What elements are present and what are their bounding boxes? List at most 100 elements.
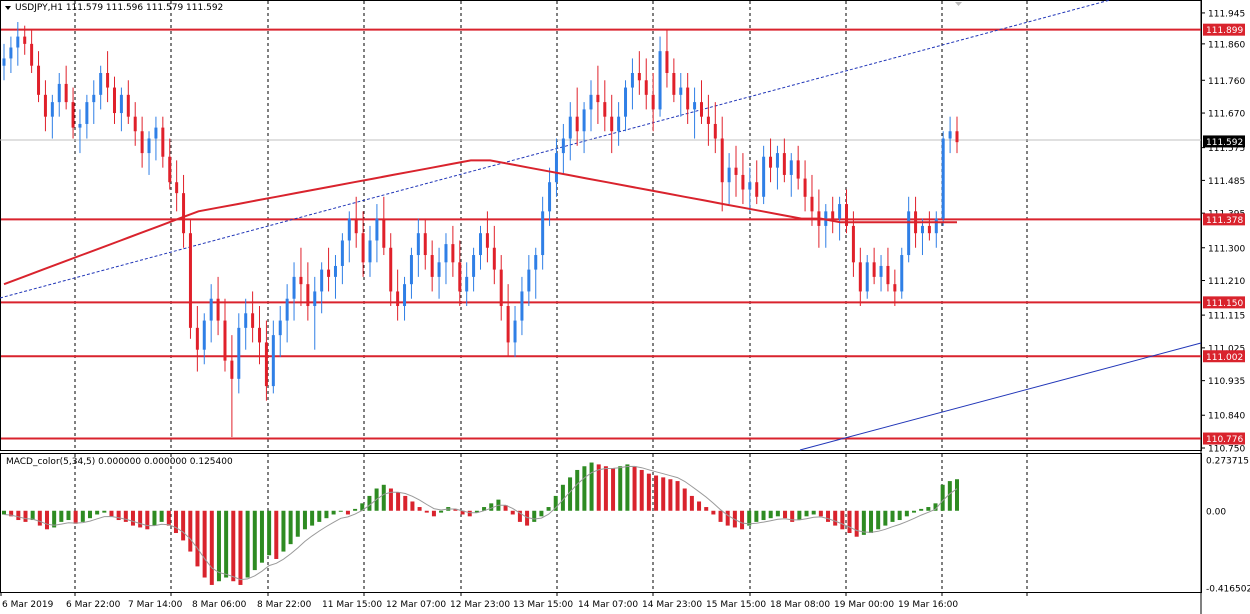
price-tick-label: 111.115 [1208,312,1245,322]
macd-bar [947,481,952,511]
macd-bar [912,510,917,513]
macd-bar [661,477,666,511]
price-tick-label: 111.860 [1208,40,1245,50]
macd-bar [403,495,408,511]
macd-bar [367,495,372,511]
macd-bar [783,510,788,519]
chevron-down-icon[interactable] [5,6,11,10]
macd-bar [44,510,49,530]
macd-bar [259,510,264,563]
candle-body [920,225,924,234]
macd-bar [231,510,236,582]
candle-body [534,255,538,270]
macd-bar [589,462,594,511]
macd-bar [173,510,178,534]
macd-bar [790,510,795,522]
candle-body [430,255,434,277]
candle-body [119,94,123,114]
macd-bar [890,510,895,522]
macd-signal-line [3,465,958,581]
candle-body [748,182,752,190]
macd-bar [252,510,257,571]
candle-body [43,94,47,117]
macd-bar [102,510,107,513]
candle-body [299,276,303,285]
macd-bar [482,507,487,511]
macd-bar [417,507,422,511]
candle-body [78,123,82,128]
candle-body [444,244,448,263]
candle-body [672,72,676,95]
candle-body [479,233,482,256]
price-tick-label: 111.575 [1208,144,1245,154]
candle-body [658,51,662,110]
macd-axis-ticks: 0.273715 0.00 -0.416502 [1206,457,1250,595]
macd-bar [625,464,630,511]
candle-body [202,320,206,350]
macd-bar [188,510,193,552]
macd-bar [23,510,28,522]
level-labels: 111.899 111.378 111.150 111.002 110.776 111.5… [1203,23,1245,445]
time-tick-label: 19 Mar 00:00 [834,600,894,610]
macd-bar [281,510,286,552]
macd-bar [632,466,637,511]
macd-bar [797,510,802,521]
solid-trend-line[interactable] [799,342,1202,451]
candle-body [389,247,393,292]
candle-body [188,233,192,328]
macd-bar [704,507,709,511]
candle-body [734,167,738,175]
macd-bar [847,510,852,534]
macd-bar [611,468,616,511]
candle-body [907,211,911,256]
macd-bar [510,510,515,515]
macd-tick-label: 0.00 [1206,507,1226,517]
candle-body [292,276,296,299]
candle-body [769,156,773,168]
macd-bar [618,466,623,511]
macd-bar [761,510,766,521]
time-tick-label: 8 Mar 06:00 [192,600,247,610]
macd-bar [302,510,307,530]
time-axis-ticks: 6 Mar 2019 6 Mar 22:00 7 Mar 14:00 8 Mar 06… [0,592,1028,610]
candle-body [686,87,690,110]
macd-bar [181,510,186,541]
macd-bar [381,484,386,511]
candle-body [934,218,938,234]
time-tick-label: 6 Mar 22:00 [66,600,121,610]
dashed-trend-line[interactable] [0,0,1111,299]
macd-bar [9,510,14,517]
candle-body [458,262,462,292]
macd-bar [195,510,200,567]
macd-bar [80,510,85,522]
candle-body [520,291,524,321]
macd-bar [840,510,845,530]
macd-bar [16,510,21,521]
macd-bar [474,510,479,513]
time-tick-label: 6 Mar 2019 [2,600,54,610]
macd-bar [883,510,888,526]
macd-bar [861,510,866,535]
candle-body [416,233,420,256]
candle-body [451,244,455,263]
candle-body [900,255,904,292]
candle-body [644,80,648,95]
candle-body [803,178,807,197]
macd-bar [553,495,558,511]
macd-bar [818,510,823,517]
macd-bar [833,510,838,526]
macd-bar [95,510,100,515]
macd-bar [145,510,150,530]
candle-body [755,182,759,197]
macd-bar [37,510,42,526]
candle-body [382,218,386,248]
moving-average-line [3,159,957,286]
candle-body [485,233,489,248]
macd-bar [30,510,35,521]
candle-body [126,94,130,117]
time-tick-label: 8 Mar 22:00 [257,600,312,610]
candle-body [375,218,379,241]
candle-body [720,138,724,183]
